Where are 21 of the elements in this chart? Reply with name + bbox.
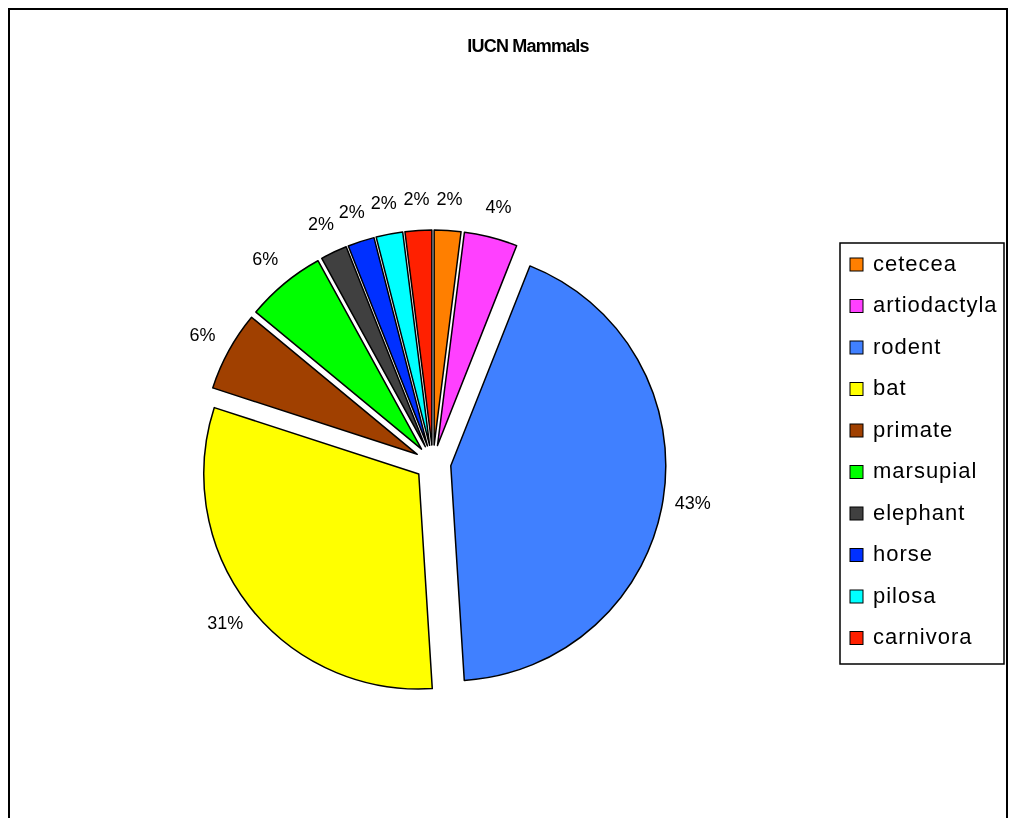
data-label: 2% — [308, 213, 335, 234]
data-label: 2% — [436, 189, 463, 210]
data-label: 31% — [207, 612, 244, 633]
legend-label: marsupial — [873, 458, 978, 484]
legend-label: elephant — [873, 499, 966, 525]
legend-label: rodent — [873, 333, 942, 359]
legend-label: artiodactyla — [873, 292, 998, 318]
legend-label: horse — [873, 541, 934, 567]
data-label: 4% — [485, 197, 512, 218]
data-label: 2% — [403, 189, 430, 210]
data-label: 2% — [338, 201, 365, 222]
data-label: 2% — [370, 193, 397, 214]
legend-label: pilosa — [873, 582, 937, 608]
data-label: 6% — [252, 249, 279, 270]
legend-label: carnivora — [873, 624, 973, 650]
data-label: 43% — [674, 492, 711, 513]
data-label: 6% — [189, 325, 216, 346]
legend-label: bat — [873, 375, 907, 401]
chart-title: IUCN Mammals — [467, 36, 590, 56]
legend-label: primate — [873, 416, 954, 442]
legend-label: cetecea — [873, 250, 958, 276]
